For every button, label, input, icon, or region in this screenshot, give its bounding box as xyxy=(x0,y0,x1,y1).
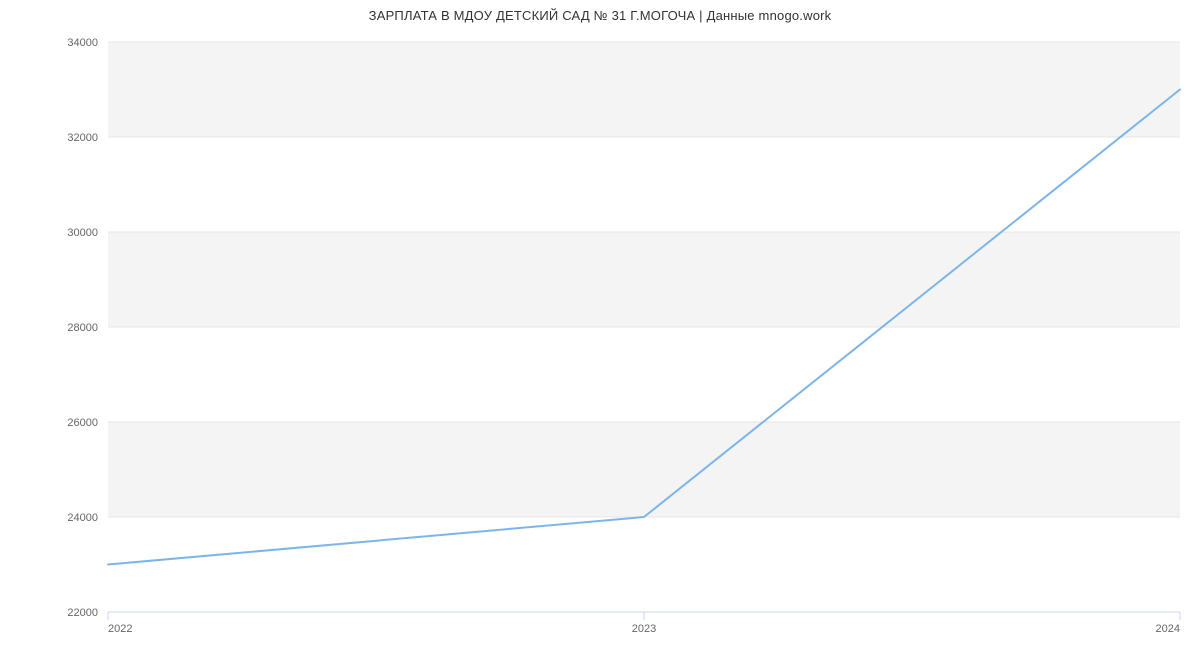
y-tick-label: 26000 xyxy=(67,417,98,429)
y-tick-label: 32000 xyxy=(67,132,98,144)
salary-line-chart: ЗАРПЛАТА В МДОУ ДЕТСКИЙ САД № 31 Г.МОГОЧ… xyxy=(0,0,1200,650)
y-tick-label: 28000 xyxy=(67,322,98,334)
y-tick-label: 34000 xyxy=(67,37,98,49)
x-tick-label: 2024 xyxy=(1156,623,1180,635)
y-tick-label: 30000 xyxy=(67,227,98,239)
x-tick-label: 2022 xyxy=(108,623,132,635)
x-tick-label: 2023 xyxy=(632,623,656,635)
y-tick-label: 22000 xyxy=(67,607,98,619)
chart-svg: 22000 24000 26000 28000 30000 32000 34000 2022 2… xyxy=(0,0,1200,650)
y-tick-label: 24000 xyxy=(67,512,98,524)
